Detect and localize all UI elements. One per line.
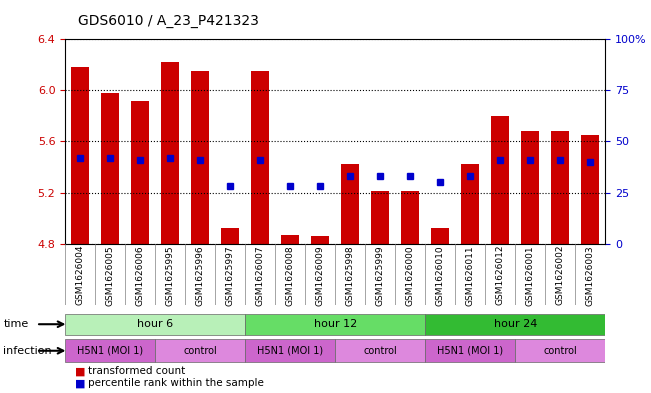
Text: GSM1625996: GSM1625996: [196, 245, 204, 305]
Bar: [551, 131, 570, 244]
Text: GSM1626009: GSM1626009: [316, 245, 325, 305]
Text: GSM1626006: GSM1626006: [135, 245, 145, 305]
Text: H5N1 (MOI 1): H5N1 (MOI 1): [77, 346, 143, 356]
Text: GSM1626000: GSM1626000: [406, 245, 415, 305]
Text: time: time: [3, 319, 29, 329]
FancyBboxPatch shape: [335, 339, 425, 362]
Text: hour 24: hour 24: [493, 319, 537, 329]
Bar: [581, 135, 600, 244]
Text: GSM1625997: GSM1625997: [226, 245, 235, 305]
Text: control: control: [184, 346, 217, 356]
FancyBboxPatch shape: [65, 339, 155, 362]
Text: GSM1626012: GSM1626012: [496, 245, 505, 305]
Bar: [341, 164, 359, 244]
Text: GDS6010 / A_23_P421323: GDS6010 / A_23_P421323: [78, 14, 259, 28]
Text: H5N1 (MOI 1): H5N1 (MOI 1): [257, 346, 324, 356]
Text: ■: ■: [75, 378, 85, 388]
Bar: [401, 191, 419, 244]
FancyBboxPatch shape: [245, 339, 335, 362]
FancyBboxPatch shape: [65, 314, 245, 335]
Text: GSM1625995: GSM1625995: [165, 245, 174, 305]
Text: GSM1626007: GSM1626007: [256, 245, 265, 305]
Bar: [101, 93, 119, 244]
FancyBboxPatch shape: [245, 314, 425, 335]
Text: GSM1626005: GSM1626005: [105, 245, 115, 305]
Text: ■: ■: [75, 366, 85, 376]
FancyBboxPatch shape: [425, 314, 605, 335]
Text: GSM1626010: GSM1626010: [436, 245, 445, 305]
FancyBboxPatch shape: [155, 339, 245, 362]
Text: hour 12: hour 12: [314, 319, 357, 329]
Text: infection: infection: [3, 346, 52, 356]
FancyBboxPatch shape: [516, 339, 605, 362]
Bar: [251, 71, 270, 244]
Bar: [221, 228, 239, 244]
Text: control: control: [544, 346, 577, 356]
Bar: [191, 71, 209, 244]
Text: percentile rank within the sample: percentile rank within the sample: [88, 378, 264, 388]
Bar: [161, 62, 179, 244]
Bar: [311, 236, 329, 244]
Bar: [462, 164, 479, 244]
Bar: [492, 116, 509, 244]
Text: GSM1626001: GSM1626001: [526, 245, 535, 305]
Text: GSM1625999: GSM1625999: [376, 245, 385, 305]
Bar: [371, 191, 389, 244]
Text: GSM1626002: GSM1626002: [556, 245, 565, 305]
Bar: [131, 101, 149, 244]
Text: GSM1626008: GSM1626008: [286, 245, 295, 305]
Text: control: control: [363, 346, 397, 356]
Bar: [432, 228, 449, 244]
Bar: [281, 235, 299, 244]
Bar: [71, 67, 89, 244]
Text: GSM1626011: GSM1626011: [466, 245, 475, 305]
FancyBboxPatch shape: [425, 339, 516, 362]
Text: GSM1626003: GSM1626003: [586, 245, 595, 305]
Text: transformed count: transformed count: [88, 366, 185, 376]
Text: GSM1625998: GSM1625998: [346, 245, 355, 305]
Bar: [521, 131, 540, 244]
Text: H5N1 (MOI 1): H5N1 (MOI 1): [437, 346, 503, 356]
Text: GSM1626004: GSM1626004: [76, 245, 85, 305]
Text: hour 6: hour 6: [137, 319, 173, 329]
